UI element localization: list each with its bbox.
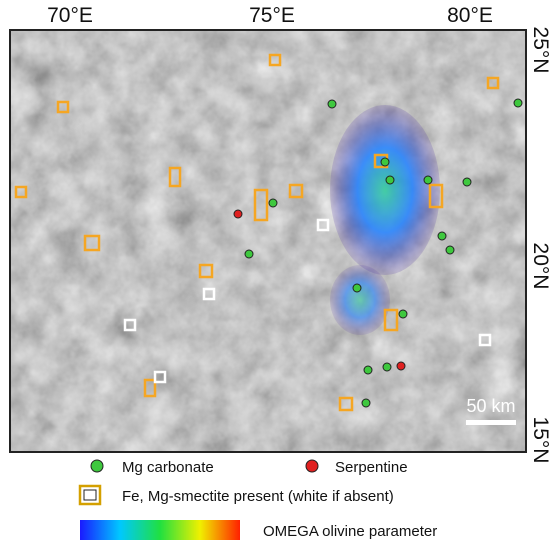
colorbar-label: OMEGA olivine parameter	[263, 523, 437, 540]
figure: 50 km 70°E 75°E 80°E 25°N 20°N 15°N Mg c…	[0, 0, 557, 548]
lat-label: 25°N	[529, 27, 552, 74]
legend-label: Serpentine	[335, 459, 408, 476]
carbonate-marker	[514, 99, 522, 107]
carbonate-marker	[463, 178, 471, 186]
lon-label: 80°E	[447, 4, 493, 27]
lat-label: 20°N	[529, 243, 552, 290]
legend: Mg carbonate Serpentine Fe, Mg-smectite …	[80, 459, 437, 540]
colorbar	[80, 520, 240, 540]
olivine-area	[330, 105, 440, 275]
carbonate-marker	[353, 284, 361, 292]
lon-label: 75°E	[249, 4, 295, 27]
serpentine-marker	[397, 362, 405, 370]
carbonate-marker	[328, 100, 336, 108]
serpentine-marker	[234, 210, 242, 218]
carbonate-marker	[383, 363, 391, 371]
lat-label: 15°N	[529, 417, 552, 464]
carbonate-marker	[446, 246, 454, 254]
legend-symbol	[91, 460, 103, 472]
carbonate-marker	[438, 232, 446, 240]
legend-label: Fe, Mg-smectite present (white if absent…	[122, 488, 394, 505]
legend-label: Mg carbonate	[122, 459, 214, 476]
map-texture	[10, 30, 526, 452]
carbonate-marker	[269, 199, 277, 207]
scale-bar-label: 50 km	[466, 396, 515, 416]
map: 50 km	[10, 30, 526, 452]
carbonate-marker	[386, 176, 394, 184]
olivine-area	[330, 265, 390, 335]
carbonate-marker	[364, 366, 372, 374]
legend-symbol	[306, 460, 318, 472]
legend-symbol	[84, 490, 96, 500]
carbonate-marker	[424, 176, 432, 184]
scale-bar	[466, 420, 516, 425]
lon-label: 70°E	[47, 4, 93, 27]
carbonate-marker	[362, 399, 370, 407]
carbonate-marker	[399, 310, 407, 318]
carbonate-marker	[381, 158, 389, 166]
page: {"map": {"lon_labels": ["70°E", "75°E", …	[0, 0, 557, 548]
carbonate-marker	[245, 250, 253, 258]
